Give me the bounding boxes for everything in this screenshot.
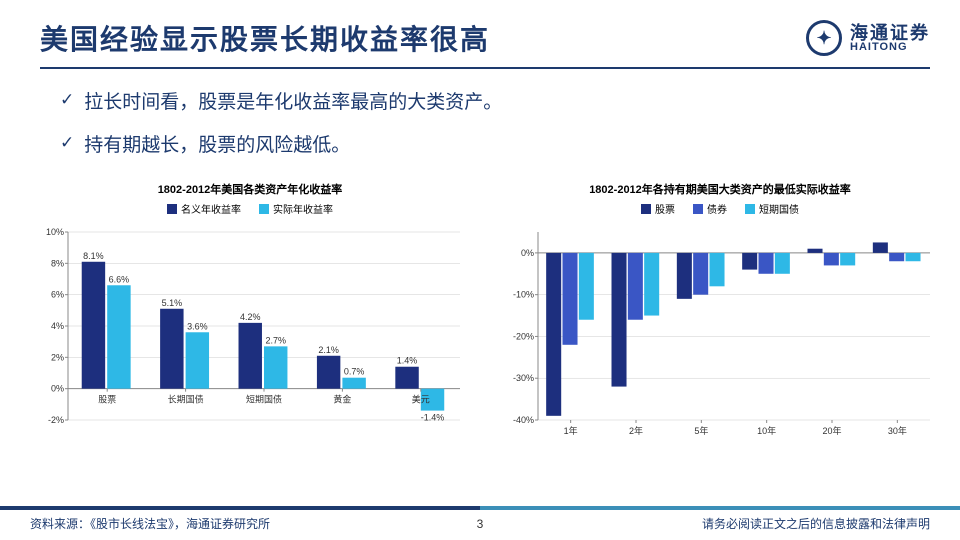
svg-text:0.7%: 0.7% (344, 367, 365, 377)
legend-label: 债券 (707, 201, 727, 216)
header: 美国经验显示股票长期收益率很高 ✦ 海通证券 HAITONG (0, 0, 960, 63)
svg-text:-1.4%: -1.4% (421, 413, 445, 423)
svg-text:股票: 股票 (98, 395, 116, 405)
legend-swatch (167, 204, 177, 214)
bullet-list: ✓ 拉长时间看，股票是年化收益率最高的大类资产。 ✓ 持有期越长，股票的风险越低… (0, 69, 960, 181)
svg-text:黄金: 黄金 (333, 394, 351, 405)
legend-item: 股票 (641, 201, 675, 216)
svg-text:-30%: -30% (513, 373, 534, 383)
svg-text:10年: 10年 (757, 425, 776, 436)
page-title: 美国经验显示股票长期收益率很高 (40, 18, 490, 58)
logo-en: HAITONG (850, 42, 930, 53)
svg-text:2.7%: 2.7% (265, 335, 286, 345)
svg-text:20年: 20年 (822, 425, 841, 436)
footer-decoration (0, 506, 960, 510)
svg-text:1.4%: 1.4% (397, 356, 418, 366)
bullet-item: ✓ 持有期越长，股票的风险越低。 (60, 130, 920, 157)
svg-text:2%: 2% (51, 352, 64, 362)
logo-cn: 海通证券 (850, 24, 930, 42)
svg-text:4.2%: 4.2% (240, 312, 261, 322)
svg-text:8%: 8% (51, 258, 64, 268)
legend-item: 短期国债 (745, 201, 799, 216)
svg-text:10%: 10% (46, 227, 64, 237)
svg-text:长期国债: 长期国债 (168, 394, 204, 405)
legend-swatch (745, 204, 755, 214)
page-number: 3 (477, 517, 484, 531)
chart-legend: 股票 债券 短期国债 (500, 201, 940, 216)
svg-text:8.1%: 8.1% (83, 251, 104, 261)
chart-svg: -2% 0% 2% 4% 6% 8% 10% 8.1% 6.6% 股票 5.1% 3.6% 长期国债 4.… (30, 222, 470, 442)
svg-text:0%: 0% (51, 384, 64, 394)
check-icon: ✓ (60, 133, 74, 153)
bullet-text: 持有期越长，股票的风险越低。 (84, 130, 350, 157)
bullet-item: ✓ 拉长时间看，股票是年化收益率最高的大类资产。 (60, 87, 920, 114)
chart-right: 1802-2012年各持有期美国大类资产的最低实际收益率 股票 债券 短期国债 -4… (500, 181, 940, 447)
svg-text:5年: 5年 (694, 425, 708, 436)
svg-text:30年: 30年 (888, 425, 907, 436)
legend-item: 债券 (693, 201, 727, 216)
bullet-text: 拉长时间看，股票是年化收益率最高的大类资产。 (84, 87, 502, 114)
chart-title: 1802-2012年各持有期美国大类资产的最低实际收益率 (500, 181, 940, 197)
svg-text:-20%: -20% (513, 331, 534, 341)
svg-text:3.6%: 3.6% (187, 321, 208, 331)
svg-text:-40%: -40% (513, 415, 534, 425)
legend-swatch (641, 204, 651, 214)
legend-swatch (693, 204, 703, 214)
svg-text:2年: 2年 (629, 425, 643, 436)
svg-text:0%: 0% (521, 248, 534, 258)
svg-text:美元: 美元 (412, 394, 430, 405)
svg-text:5.1%: 5.1% (162, 298, 183, 308)
check-icon: ✓ (60, 90, 74, 110)
svg-text:短期国债: 短期国债 (246, 394, 282, 405)
logo: ✦ 海通证券 HAITONG (806, 20, 930, 56)
legend-label: 实际年收益率 (273, 201, 333, 216)
chart-left: 1802-2012年美国各类资产年化收益率 名义年收益率 实际年收益率 -2% 0%… (30, 181, 470, 447)
legend-label: 短期国债 (759, 201, 799, 216)
logo-icon: ✦ (806, 20, 842, 56)
legend-label: 名义年收益率 (181, 201, 241, 216)
legend-swatch (259, 204, 269, 214)
chart-legend: 名义年收益率 实际年收益率 (30, 201, 470, 216)
svg-text:-2%: -2% (48, 415, 64, 425)
charts-row: 1802-2012年美国各类资产年化收益率 名义年收益率 实际年收益率 -2% 0%… (0, 181, 960, 447)
svg-text:4%: 4% (51, 321, 64, 331)
svg-text:-10%: -10% (513, 290, 534, 300)
svg-text:2.1%: 2.1% (318, 345, 339, 355)
svg-text:1年: 1年 (564, 425, 578, 436)
svg-text:6%: 6% (51, 290, 64, 300)
footer-disclaimer: 请务必阅读正文之后的信息披露和法律声明 (702, 515, 930, 532)
chart-title: 1802-2012年美国各类资产年化收益率 (30, 181, 470, 197)
svg-text:6.6%: 6.6% (109, 274, 130, 284)
footer-source: 资料来源：《股市长线法宝》，海通证券研究所 (30, 515, 270, 532)
legend-label: 股票 (655, 201, 675, 216)
chart-svg: -40% -30% -20% -10% 0% 1年 2年 5年 10年 20年 30年 (500, 222, 940, 442)
footer: 资料来源：《股市长线法宝》，海通证券研究所 3 请务必阅读正文之后的信息披露和法… (0, 515, 960, 532)
legend-item: 名义年收益率 (167, 201, 241, 216)
legend-item: 实际年收益率 (259, 201, 333, 216)
